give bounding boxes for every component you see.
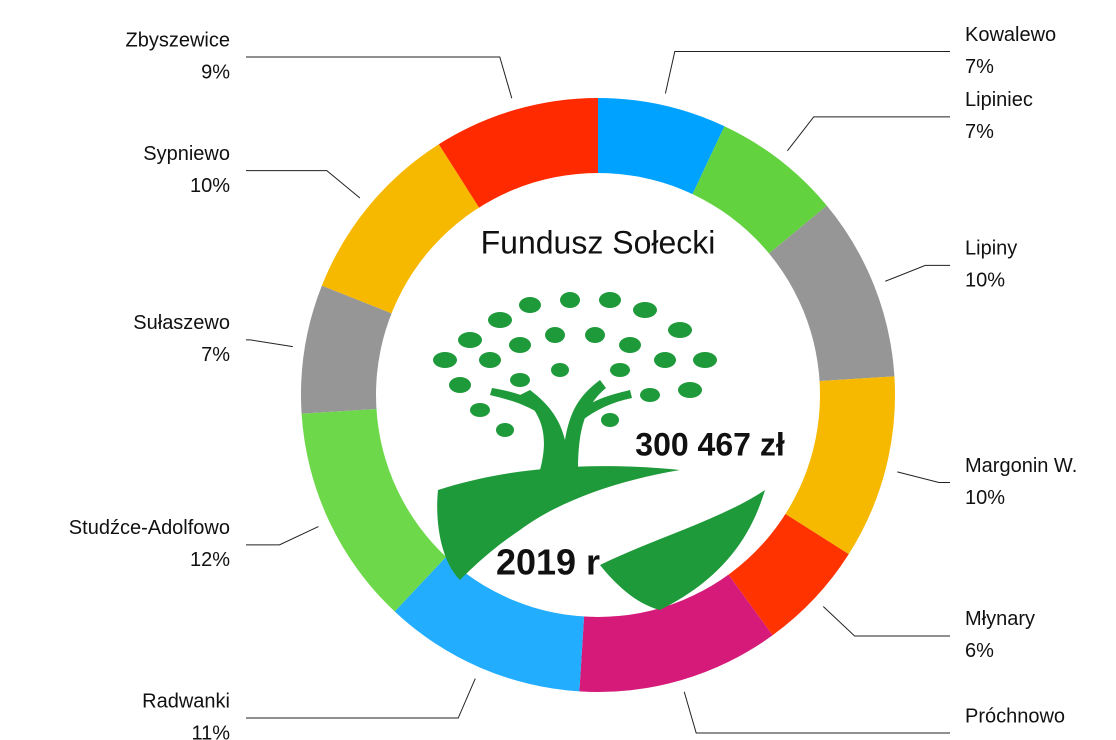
leader-line bbox=[786, 116, 950, 152]
leader-line bbox=[683, 691, 950, 734]
slice-label: Sułaszewo bbox=[133, 312, 230, 334]
slice-label: Studźce-Adolfowo bbox=[69, 517, 230, 539]
slice-label: Młynary bbox=[965, 608, 1035, 630]
slice bbox=[689, 126, 827, 258]
slice bbox=[598, 98, 725, 201]
slice-label: Margonin W. bbox=[965, 455, 1077, 477]
amount-label: 300 467 zł bbox=[635, 426, 785, 462]
leader-line bbox=[246, 526, 319, 546]
value-label: 10% bbox=[965, 270, 1005, 292]
year-label: 2019 r bbox=[496, 542, 600, 583]
leader-line bbox=[246, 339, 293, 348]
slice bbox=[779, 376, 895, 555]
slice bbox=[763, 205, 895, 382]
labels: Kowalewo 7% Lipiniec 7% Lipiny 10% Margonin W.… bbox=[69, 24, 1077, 740]
center-title: Fundusz Sołecki bbox=[481, 224, 716, 260]
value-label: 7% bbox=[965, 56, 994, 78]
slice bbox=[394, 551, 585, 692]
slice bbox=[579, 568, 773, 692]
value-label: 10% bbox=[190, 175, 230, 197]
slice-label: Zbyszewice bbox=[126, 29, 230, 51]
slice-label: Próchnowo bbox=[965, 705, 1065, 727]
leader-line bbox=[246, 170, 361, 199]
value-label: 6% bbox=[965, 640, 994, 662]
slice bbox=[301, 285, 399, 414]
slice bbox=[301, 408, 451, 612]
slice bbox=[438, 98, 598, 214]
slice-label: Lipiny bbox=[965, 238, 1017, 260]
tree-logo bbox=[433, 292, 765, 610]
slice-label: Sypniewo bbox=[143, 143, 230, 165]
leader-line bbox=[897, 471, 950, 484]
slice-label: Radwanki bbox=[142, 690, 230, 712]
value-label: 7% bbox=[201, 344, 230, 366]
leader-line bbox=[246, 56, 513, 99]
value-label: 12% bbox=[190, 549, 230, 571]
value-label: 11% bbox=[191, 722, 230, 740]
value-label: 7% bbox=[965, 121, 994, 143]
leader-line bbox=[822, 606, 950, 637]
slice-label: Kowalewo bbox=[965, 24, 1056, 46]
value-label: 9% bbox=[201, 61, 230, 83]
value-label: 11% bbox=[965, 737, 1004, 740]
value-label: 10% bbox=[965, 487, 1005, 509]
slice-label: Lipiniec bbox=[965, 89, 1033, 111]
leader-line bbox=[246, 678, 476, 719]
leader-line bbox=[664, 50, 950, 94]
slice bbox=[321, 144, 483, 316]
leader-line bbox=[885, 264, 950, 282]
